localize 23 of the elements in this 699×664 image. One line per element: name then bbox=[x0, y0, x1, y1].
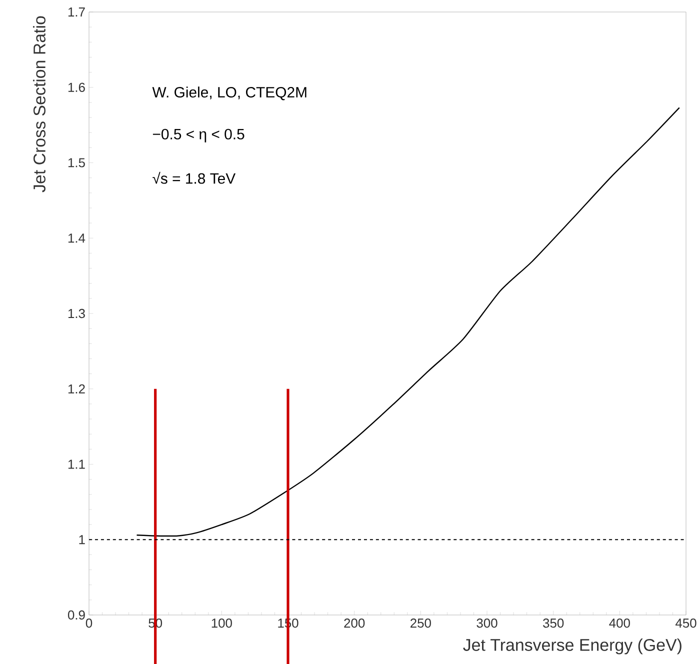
y-tick-label: 1.4 bbox=[68, 234, 86, 243]
y-tick-label: 1.1 bbox=[68, 460, 85, 469]
x-tick-label: 100 bbox=[212, 618, 232, 628]
x-tick-label: 200 bbox=[344, 618, 365, 628]
x-tick-label: 300 bbox=[476, 618, 498, 628]
x-tick-label: 400 bbox=[609, 618, 630, 628]
y-tick-label: 1.7 bbox=[68, 8, 85, 16]
y-tick-label: 1.3 bbox=[68, 308, 85, 318]
x-axis-title: Jet Transverse Energy (GeV) bbox=[463, 638, 682, 654]
y-axis-title: Jet Cross Section Ratio bbox=[33, 16, 46, 192]
y-tick-label: 1.2 bbox=[68, 384, 85, 394]
annotation: √s = 1.8 TeV bbox=[152, 172, 236, 184]
annotation: −0.5 < η < 0.5 bbox=[152, 128, 244, 142]
annotation: W. Giele, LO, CTEQ2M bbox=[152, 86, 306, 100]
x-tick-label: 250 bbox=[410, 618, 431, 628]
y-tick-label: 1.6 bbox=[68, 82, 85, 92]
y-tick-label: 1 bbox=[79, 535, 85, 544]
line-series bbox=[136, 107, 680, 537]
y-tick-label: 1.5 bbox=[68, 158, 85, 168]
x-tick-label: 350 bbox=[543, 618, 564, 628]
x-tick-label: 450 bbox=[675, 618, 696, 628]
y-tick-label: 0.9 bbox=[68, 610, 85, 620]
x-tick-label: 0 bbox=[86, 618, 92, 628]
